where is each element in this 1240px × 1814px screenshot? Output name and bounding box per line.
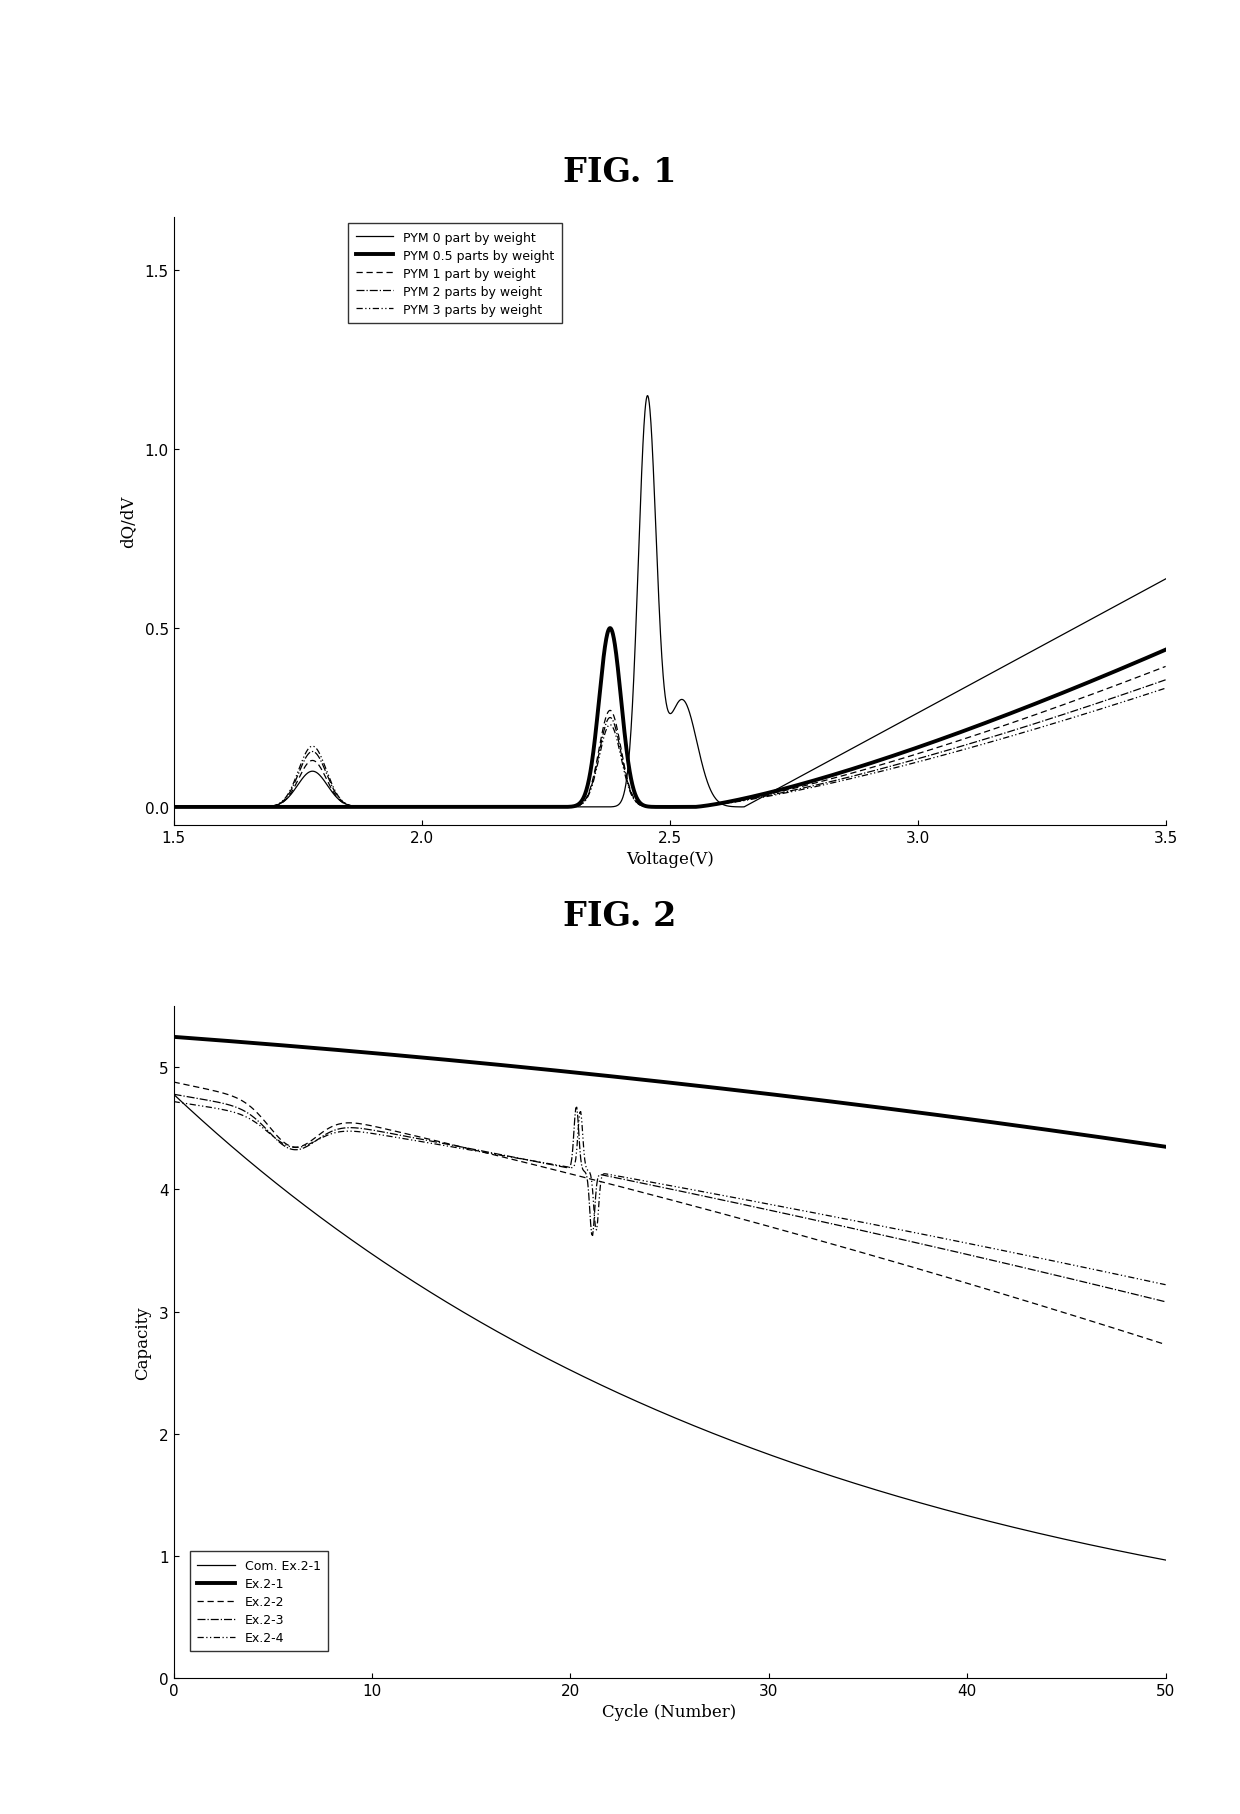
Y-axis label: Capacity: Capacity (134, 1306, 150, 1379)
Text: FIG. 2: FIG. 2 (563, 900, 677, 932)
X-axis label: Cycle (Number): Cycle (Number) (603, 1703, 737, 1720)
Legend: PYM 0 part by weight, PYM 0.5 parts by weight, PYM 1 part by weight, PYM 2 parts: PYM 0 part by weight, PYM 0.5 parts by w… (348, 223, 562, 325)
Legend: Com. Ex.2-1, Ex.2-1, Ex.2-2, Ex.2-3, Ex.2-4: Com. Ex.2-1, Ex.2-1, Ex.2-2, Ex.2-3, Ex.… (190, 1551, 329, 1651)
X-axis label: Voltage(V): Voltage(V) (626, 851, 713, 867)
Text: FIG. 1: FIG. 1 (563, 156, 677, 189)
Y-axis label: dQ/dV: dQ/dV (119, 495, 136, 548)
